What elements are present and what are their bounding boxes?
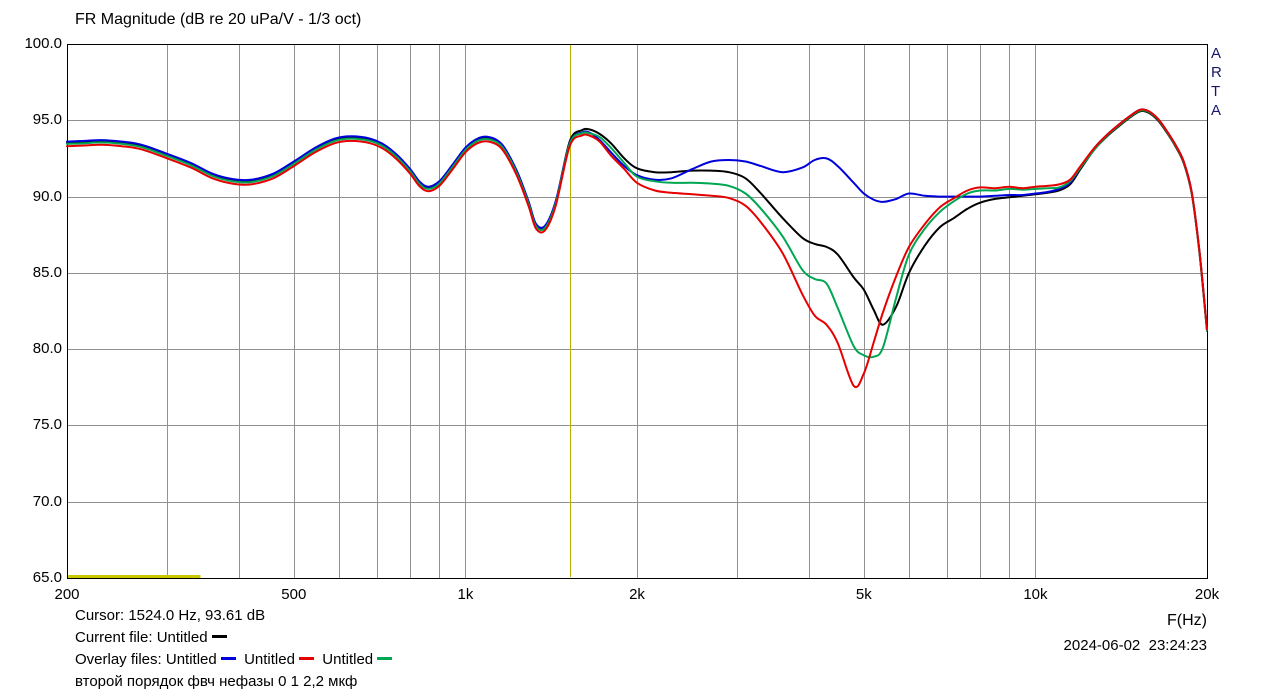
overlay-curve xyxy=(66,108,1208,389)
current-file-legend-dash xyxy=(211,635,227,639)
y-tick-label: 85.0 xyxy=(32,263,62,281)
x-tick-label: 500 xyxy=(281,586,307,603)
cursor-readout: Cursor: 1524.0 Hz, 93.61 dB xyxy=(75,607,266,624)
datetime-stamp: 2024-06-02 23:24:23 xyxy=(1063,637,1207,654)
overlay-file-name: Untitled xyxy=(244,651,295,668)
x-axis-title: F(Hz) xyxy=(1167,612,1207,629)
y-tick-label: 90.0 xyxy=(32,187,62,205)
y-tick-label: 80.0 xyxy=(32,340,62,358)
overlay-legend-dash xyxy=(298,657,314,661)
overlay-files-line: Overlay files: Untitled Untitled Untitle… xyxy=(75,651,400,668)
y-tick-label: 70.0 xyxy=(32,492,62,510)
current-file-name: Untitled xyxy=(156,629,208,646)
overlay-file-list: Untitled Untitled Untitled xyxy=(166,651,401,668)
overlay-legend-dash xyxy=(220,657,236,661)
overlay-files-label: Overlay files: xyxy=(75,651,166,668)
y-tick-label: 100.0 xyxy=(24,35,62,52)
x-tick-label: 200 xyxy=(54,586,80,603)
x-tick-label: 5k xyxy=(855,586,872,603)
current-file-label: Current file: xyxy=(75,629,157,646)
x-tick-label: 10k xyxy=(1023,586,1048,603)
y-tick-label: 95.0 xyxy=(32,111,62,129)
x-tick-label: 2k xyxy=(629,586,645,603)
overlay-legend-dash xyxy=(377,657,393,661)
x-tick-label: 1k xyxy=(457,586,474,603)
overlay-file-name: Untitled xyxy=(322,651,374,668)
arta-watermark: A R T A xyxy=(1211,45,1222,119)
overlay-file-name: Untitled xyxy=(165,651,217,668)
y-tick-label: 75.0 xyxy=(32,416,62,434)
y-tick-label: 65.0 xyxy=(32,569,62,586)
x-tick-label: 20k xyxy=(1194,586,1220,603)
current-file-line: Current file: Untitled xyxy=(75,629,227,646)
chart-title: FR Magnitude (dB re 20 uPa/V - 1/3 oct) xyxy=(75,11,362,28)
user-note: второй порядок фвч нефазы 0 1 2,2 мкф xyxy=(75,673,358,690)
